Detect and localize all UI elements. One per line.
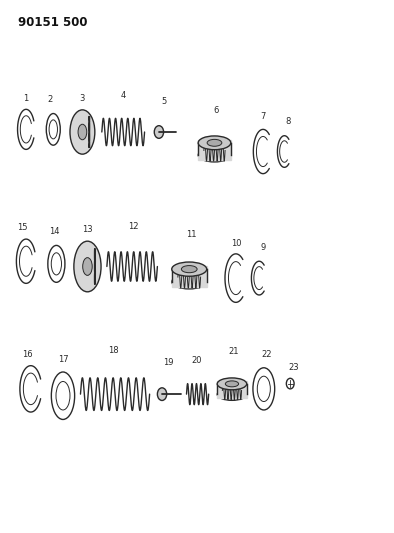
Ellipse shape <box>198 136 231 150</box>
Text: 4: 4 <box>121 91 126 100</box>
Text: 9: 9 <box>260 243 266 252</box>
Polygon shape <box>172 266 207 287</box>
Text: 10: 10 <box>230 238 241 247</box>
Ellipse shape <box>83 257 92 276</box>
Circle shape <box>157 388 167 400</box>
Ellipse shape <box>198 148 231 162</box>
Ellipse shape <box>70 110 95 154</box>
Text: 8: 8 <box>286 117 291 126</box>
Text: 16: 16 <box>22 350 33 359</box>
Ellipse shape <box>207 139 222 146</box>
Text: 22: 22 <box>262 350 272 359</box>
Text: 15: 15 <box>17 223 28 232</box>
Text: 17: 17 <box>58 355 68 364</box>
Ellipse shape <box>225 381 239 387</box>
Text: 6: 6 <box>214 106 219 115</box>
Polygon shape <box>198 140 231 160</box>
Ellipse shape <box>217 389 247 400</box>
Text: 1: 1 <box>24 94 29 103</box>
Ellipse shape <box>172 274 207 289</box>
Text: 7: 7 <box>260 112 266 121</box>
Text: 20: 20 <box>191 356 201 365</box>
Text: 23: 23 <box>289 363 299 372</box>
Ellipse shape <box>181 265 197 273</box>
Circle shape <box>154 126 164 139</box>
Text: 18: 18 <box>108 345 119 354</box>
Text: 13: 13 <box>82 225 93 234</box>
Text: 21: 21 <box>229 347 239 356</box>
Text: 90151 500: 90151 500 <box>18 16 88 29</box>
Text: 2: 2 <box>48 95 53 104</box>
Text: 12: 12 <box>128 222 138 231</box>
Text: 19: 19 <box>163 358 173 367</box>
Ellipse shape <box>217 378 247 390</box>
Polygon shape <box>217 381 247 398</box>
Ellipse shape <box>78 124 87 140</box>
Text: 3: 3 <box>80 94 85 103</box>
Ellipse shape <box>172 262 207 276</box>
Text: 11: 11 <box>186 230 197 239</box>
Text: 5: 5 <box>162 96 167 106</box>
Text: 14: 14 <box>49 228 59 237</box>
Ellipse shape <box>74 241 101 292</box>
